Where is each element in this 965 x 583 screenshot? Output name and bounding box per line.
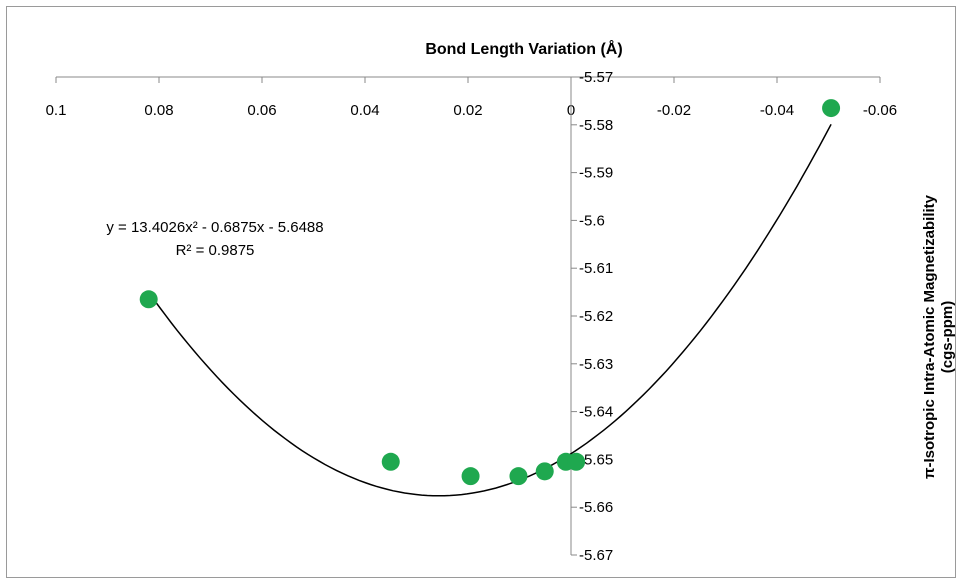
- x-tick-label: -0.06: [863, 102, 897, 119]
- data-point: [509, 467, 528, 486]
- x-tick-label: 0.04: [350, 102, 379, 119]
- data-points: [139, 99, 841, 486]
- y-axis: -5.57 -5.58 -5.59 -5.6 -5.61 -5.62 -5.63 -5.64 -…: [570, 69, 613, 564]
- y-tick-label: -5.66: [579, 499, 613, 516]
- y-tick-label: -5.58: [579, 117, 613, 134]
- x-tick-label: -0.02: [657, 102, 691, 119]
- data-point: [535, 462, 554, 481]
- y-axis-label-line1: π-Isotropic Intra-Atomic Magnetizability: [921, 194, 938, 479]
- chart-frame: Bond Length Variation (Å) 0.1 0.08 0.06 0.0…: [6, 6, 956, 578]
- x-tick-label: 0.06: [247, 102, 276, 119]
- x-tick-label: -0.04: [760, 102, 794, 119]
- y-tick-label: -5.59: [579, 165, 613, 182]
- y-tick-label: -5.64: [579, 404, 613, 421]
- data-point: [822, 99, 841, 118]
- data-point: [381, 452, 400, 471]
- x-tick-label: 0.08: [144, 102, 173, 119]
- y-tick-label: -5.57: [579, 69, 613, 86]
- y-axis-label-line2: (cgs-ppm): [939, 301, 956, 374]
- r-squared-label: R² = 0.9875: [176, 242, 255, 259]
- chart-title: Bond Length Variation (Å): [425, 39, 622, 58]
- y-tick-label: -5.63: [579, 356, 613, 373]
- x-axis: 0.1 0.08 0.06 0.04 0.02 0 -0.02 -0.04 -0.06: [46, 76, 897, 119]
- y-axis-label: π-Isotropic Intra-Atomic Magnetizability…: [921, 194, 956, 479]
- x-tick-label: 0.02: [453, 102, 482, 119]
- trendline-curve: [148, 123, 832, 497]
- scatter-chart: Bond Length Variation (Å) 0.1 0.08 0.06 0.0…: [46, 39, 956, 564]
- y-tick-label: -5.62: [579, 308, 613, 325]
- trendline-equation: y = 13.4026x² - 0.6875x - 5.6488: [106, 219, 323, 236]
- y-tick-label: -5.65: [579, 451, 613, 468]
- x-tick-label: 0.1: [46, 102, 67, 119]
- data-point: [461, 467, 480, 486]
- y-tick-label: -5.6: [579, 212, 605, 229]
- data-point: [567, 452, 586, 471]
- data-point: [139, 290, 158, 309]
- y-tick-label: -5.61: [579, 260, 613, 277]
- y-tick-label: -5.67: [579, 547, 613, 564]
